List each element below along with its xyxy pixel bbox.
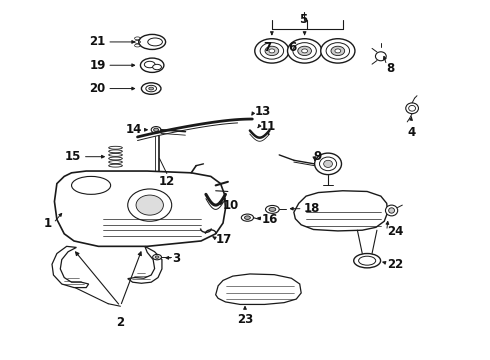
Text: 22: 22 [387, 258, 403, 271]
Text: 18: 18 [304, 202, 320, 215]
Ellipse shape [148, 38, 162, 46]
Text: 15: 15 [65, 150, 81, 163]
Circle shape [136, 195, 163, 215]
Text: 17: 17 [216, 233, 232, 246]
Ellipse shape [142, 83, 161, 94]
Ellipse shape [359, 256, 376, 265]
Circle shape [128, 189, 172, 221]
Ellipse shape [265, 46, 279, 55]
Ellipse shape [386, 205, 398, 216]
Ellipse shape [72, 176, 111, 194]
Text: 11: 11 [260, 120, 276, 133]
Ellipse shape [354, 253, 381, 268]
Text: 14: 14 [126, 123, 143, 136]
Ellipse shape [315, 153, 342, 175]
Text: 7: 7 [264, 41, 272, 54]
Ellipse shape [319, 157, 337, 171]
Ellipse shape [139, 35, 166, 49]
Ellipse shape [266, 206, 279, 213]
Ellipse shape [269, 49, 275, 53]
Ellipse shape [293, 42, 317, 59]
Ellipse shape [331, 46, 344, 55]
Text: 8: 8 [387, 62, 395, 75]
Text: 9: 9 [314, 150, 321, 163]
Ellipse shape [153, 64, 161, 70]
Ellipse shape [269, 207, 276, 211]
Polygon shape [216, 274, 301, 305]
Ellipse shape [406, 103, 418, 114]
Ellipse shape [153, 255, 161, 260]
Text: 5: 5 [299, 13, 308, 26]
Ellipse shape [151, 127, 161, 133]
Text: 12: 12 [159, 175, 175, 188]
Ellipse shape [141, 58, 164, 72]
Text: 2: 2 [116, 316, 124, 329]
Ellipse shape [155, 256, 159, 258]
Text: 24: 24 [387, 225, 403, 238]
Ellipse shape [145, 61, 155, 68]
Ellipse shape [375, 52, 386, 61]
Polygon shape [54, 171, 225, 246]
Text: 10: 10 [223, 199, 239, 212]
Polygon shape [52, 246, 89, 288]
Text: 21: 21 [90, 35, 106, 49]
Text: 19: 19 [89, 59, 106, 72]
Ellipse shape [255, 39, 289, 63]
Ellipse shape [149, 87, 154, 90]
Ellipse shape [409, 105, 416, 111]
Ellipse shape [245, 216, 250, 220]
Polygon shape [294, 191, 388, 231]
Text: 23: 23 [237, 313, 253, 326]
Text: 3: 3 [172, 252, 180, 265]
Ellipse shape [242, 214, 253, 221]
Ellipse shape [146, 85, 157, 92]
Ellipse shape [335, 49, 341, 53]
Polygon shape [128, 246, 162, 283]
Ellipse shape [298, 46, 312, 55]
Text: 6: 6 [289, 41, 297, 54]
Ellipse shape [154, 128, 159, 131]
Ellipse shape [326, 42, 349, 59]
Text: 16: 16 [262, 213, 278, 226]
Text: 20: 20 [90, 82, 106, 95]
Ellipse shape [288, 39, 322, 63]
Ellipse shape [302, 49, 308, 53]
Ellipse shape [321, 39, 355, 63]
Text: 4: 4 [407, 126, 415, 139]
Ellipse shape [324, 160, 332, 167]
Text: 13: 13 [255, 105, 271, 118]
Text: 1: 1 [44, 216, 52, 230]
Ellipse shape [389, 208, 394, 213]
Ellipse shape [260, 42, 284, 59]
